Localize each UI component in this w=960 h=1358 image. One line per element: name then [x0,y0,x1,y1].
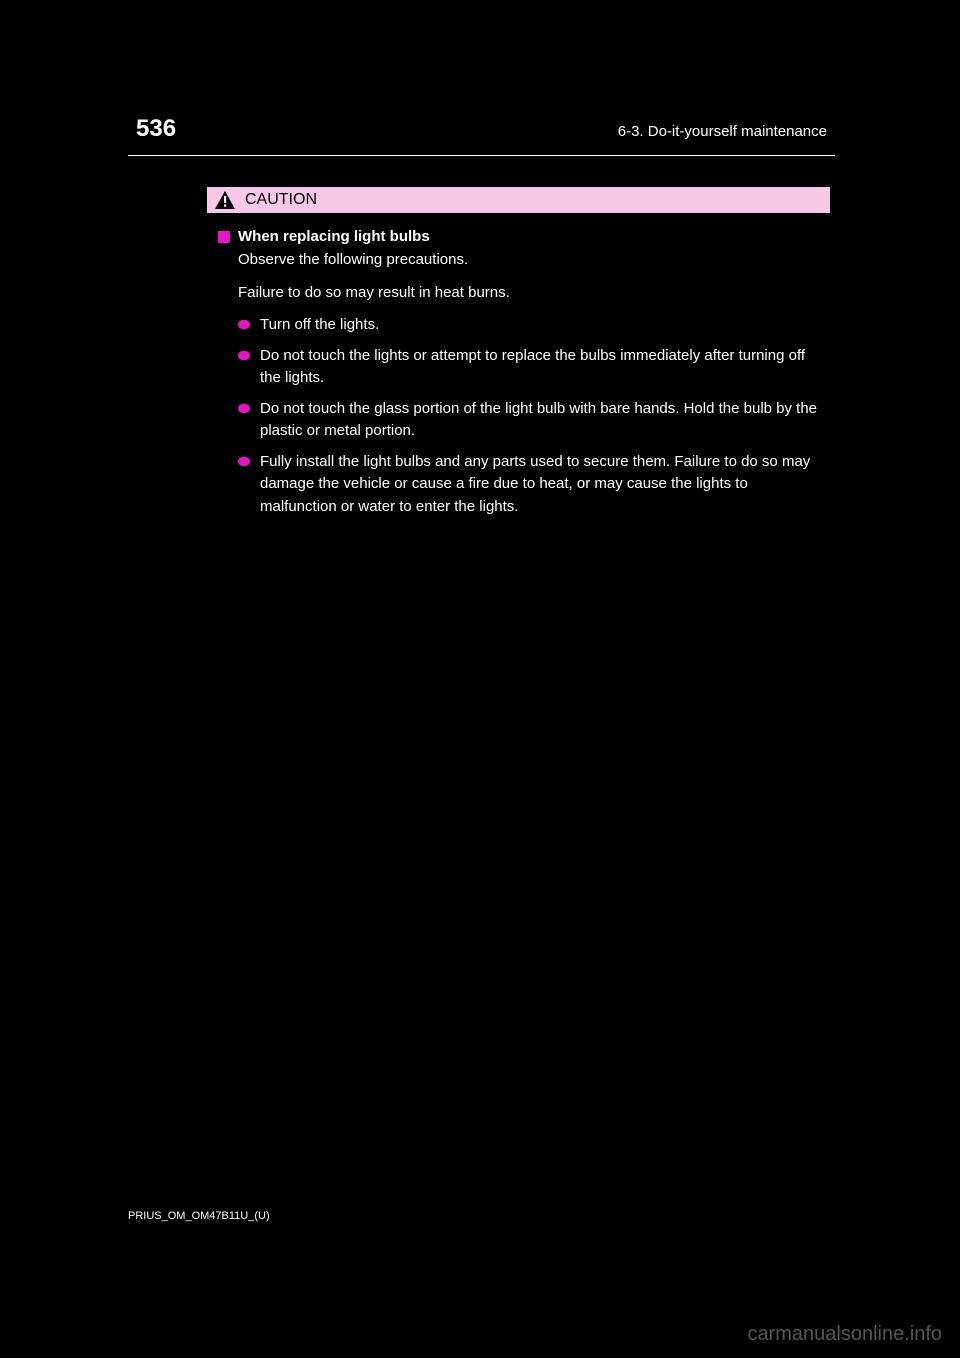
round-bullet-icon [238,320,250,329]
footer-document-code: PRIUS_OM_OM47B11U_(U) [128,1210,270,1222]
watermark: carmanualsonline.info [747,1323,942,1346]
page-number: 536 [128,115,176,143]
page-content: 536 6-3. Do-it-yourself maintenance CAUT… [128,115,835,540]
round-bullet-icon [238,457,250,466]
caution-box: CAUTION When replacing light bulbs Obser… [206,186,831,540]
caution-header: CAUTION [206,186,831,214]
bullet-text: Do not touch the lights or attempt to re… [260,345,819,390]
bullet-item: Fully install the light bulbs and any pa… [238,451,819,519]
bullet-text: Turn off the lights. [260,314,379,337]
square-bullet-icon [218,231,230,243]
bullet-item: Turn off the lights. [238,314,819,337]
bullet-item: Do not touch the glass portion of the li… [238,398,819,443]
caution-body: When replacing light bulbs Observe the f… [206,214,831,540]
round-bullet-icon [238,404,250,413]
caution-section-title: When replacing light bulbs [218,228,819,245]
caution-intro-2: Failure to do so may result in heat burn… [238,282,819,305]
bullet-text: Fully install the light bulbs and any pa… [260,451,819,519]
round-bullet-icon [238,351,250,360]
bullet-item: Do not touch the lights or attempt to re… [238,345,819,390]
caution-label: CAUTION [245,191,317,209]
page-header: 536 6-3. Do-it-yourself maintenance [128,115,835,156]
warning-triangle-icon [215,191,235,209]
caution-intro: Observe the following precautions. [238,249,819,272]
section-title-text: When replacing light bulbs [238,228,430,245]
bullet-text: Do not touch the glass portion of the li… [260,398,819,443]
section-label: 6-3. Do-it-yourself maintenance [618,123,835,140]
